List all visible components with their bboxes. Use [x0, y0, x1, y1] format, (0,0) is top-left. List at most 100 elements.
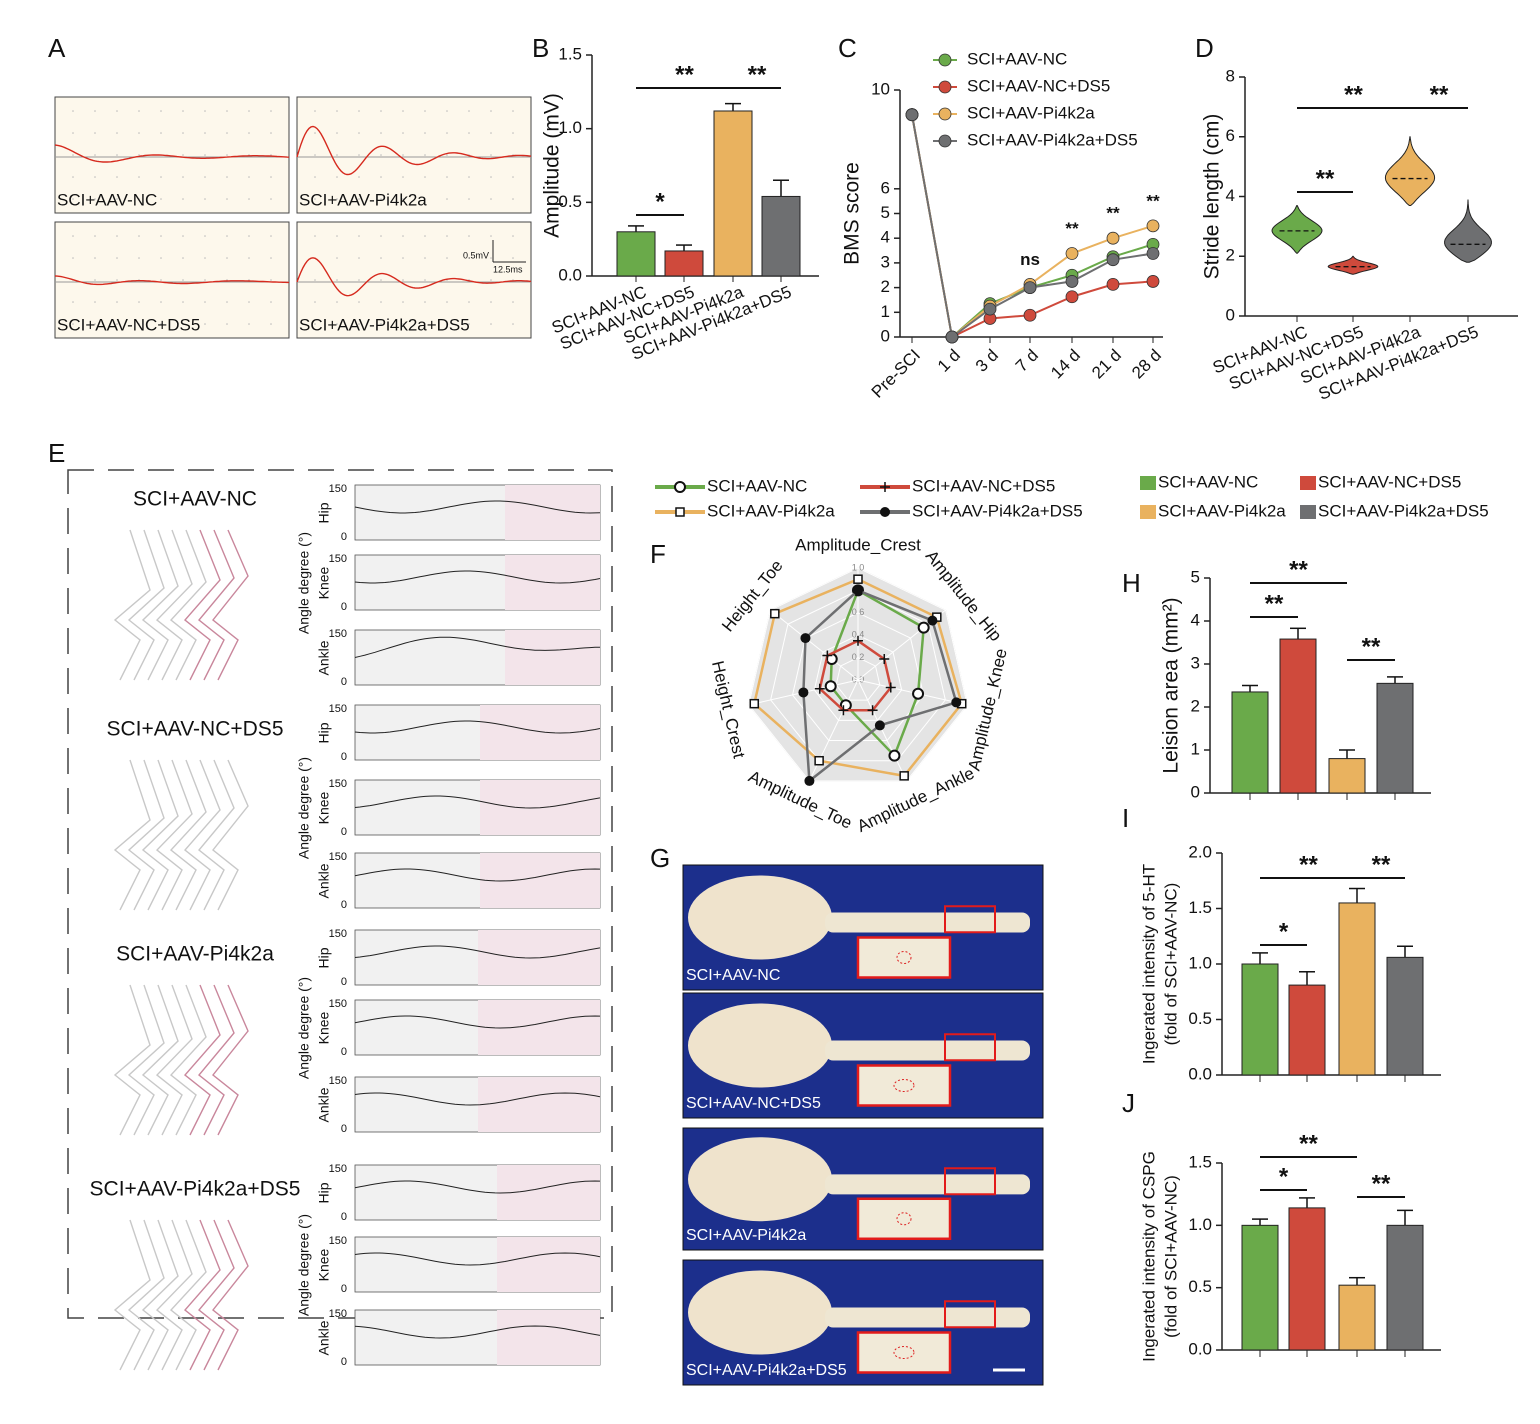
grid-dot — [226, 257, 228, 259]
grid-dot — [424, 198, 426, 200]
grid-dot — [468, 176, 470, 178]
spinal-cord — [825, 1174, 1030, 1195]
grid-dot — [512, 235, 514, 237]
grid-dot — [226, 176, 228, 178]
tick-label: 0 — [341, 676, 347, 688]
grid-dot — [94, 257, 96, 259]
grid-dot — [490, 110, 492, 112]
angle-phase — [478, 1077, 600, 1132]
grid-dot — [226, 132, 228, 134]
bar — [1279, 638, 1317, 794]
radar-point — [822, 650, 833, 661]
trace — [296, 257, 532, 297]
tick-label: 150 — [329, 1235, 347, 1247]
y-tick-label: 4 — [1191, 610, 1200, 629]
stick — [155, 759, 193, 911]
stick — [155, 1219, 193, 1371]
panel-letter: B — [532, 33, 549, 63]
grid-dot — [160, 132, 162, 134]
violin — [1327, 255, 1379, 275]
y-tick-label: 1.0 — [1188, 953, 1212, 972]
legend-marker — [938, 53, 952, 67]
grid-dot — [336, 235, 338, 237]
grid-dot — [72, 176, 74, 178]
grid-dot — [380, 323, 382, 325]
trace — [296, 125, 532, 176]
bar — [1288, 1207, 1326, 1351]
stick — [127, 529, 165, 681]
grid-dot — [380, 110, 382, 112]
roi — [944, 1033, 996, 1062]
y-tick-label: 3 — [881, 252, 890, 271]
trace-frame — [296, 221, 532, 339]
trace-box: SCI+AAV-Pi4k2a+DS5 — [296, 221, 532, 339]
grid-dot — [402, 301, 404, 303]
y-tick-label: 0.5 — [1188, 1009, 1212, 1028]
radar-point — [798, 687, 809, 698]
grid-dot — [380, 301, 382, 303]
radar-point — [804, 775, 815, 786]
grid-dot — [72, 154, 74, 156]
radar-point — [814, 755, 824, 766]
stick — [183, 759, 221, 911]
grid-dot — [314, 154, 316, 156]
grid-dot — [204, 176, 206, 178]
stick — [183, 984, 221, 1136]
y-tick-label: 2 — [1191, 696, 1200, 715]
grid-dot — [424, 154, 426, 156]
grid-dot — [226, 323, 228, 325]
grid-dot — [380, 176, 382, 178]
bar — [1338, 902, 1376, 1076]
point — [1146, 219, 1160, 233]
stick — [113, 1219, 151, 1371]
point — [945, 330, 959, 344]
tick-label: 150 — [329, 628, 347, 640]
angle-trace — [354, 570, 601, 584]
y-axis-title: BMS score — [841, 162, 864, 265]
legend-label: SCI+AAV-Pi4k2a+DS5 — [967, 130, 1138, 149]
stick — [113, 529, 151, 681]
bar — [1241, 963, 1279, 1076]
significance-label: ** — [675, 61, 694, 88]
y-tick-label: 5 — [1191, 567, 1200, 586]
angle-trace — [354, 1325, 601, 1339]
spinal-cord — [825, 1040, 1030, 1061]
grid-dot — [270, 132, 272, 134]
legend-swatch — [1140, 505, 1156, 519]
grid-dot — [182, 235, 184, 237]
grid-dot — [116, 235, 118, 237]
radar-series — [752, 577, 964, 778]
grid-dot — [138, 198, 140, 200]
grid-dot — [182, 176, 184, 178]
r-tick-label: 1.0 — [852, 562, 865, 572]
stick — [127, 759, 165, 911]
grid-dot — [116, 301, 118, 303]
grid-dot — [402, 235, 404, 237]
panel-letter: J — [1122, 1088, 1135, 1118]
grid-dot — [116, 279, 118, 281]
violin — [1444, 199, 1492, 263]
grid-dot — [336, 176, 338, 178]
spinal-cord — [825, 912, 1030, 933]
scale-label: 0.5mV — [463, 250, 489, 260]
grid-dot — [336, 301, 338, 303]
grid-dot — [160, 279, 162, 281]
significance-label: * — [655, 188, 665, 215]
grid-dot — [468, 301, 470, 303]
grid-dot — [138, 323, 140, 325]
grid-dot — [138, 176, 140, 178]
grid-dot — [226, 110, 228, 112]
spinal-cord — [825, 1307, 1030, 1328]
grid-dot — [204, 110, 206, 112]
grid-dot — [314, 279, 316, 281]
angle-trace — [354, 868, 601, 882]
point — [1106, 253, 1120, 267]
grid-dot — [468, 257, 470, 259]
grid-dot — [182, 257, 184, 259]
grid-dot — [446, 132, 448, 134]
angle-trace — [354, 795, 601, 809]
grid-dot — [402, 198, 404, 200]
grid-dot — [402, 176, 404, 178]
grid-dot — [380, 132, 382, 134]
grid-dot — [446, 110, 448, 112]
